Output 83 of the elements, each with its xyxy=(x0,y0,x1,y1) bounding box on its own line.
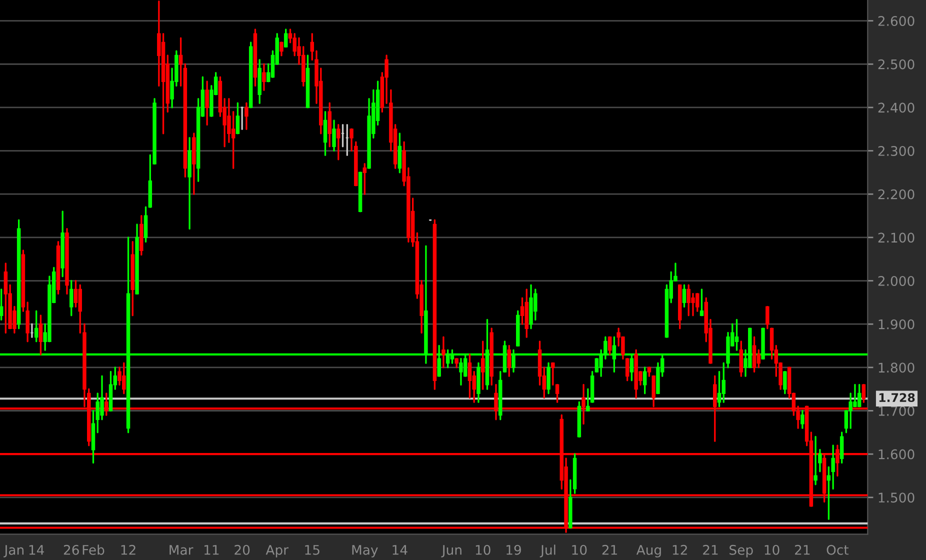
x-tick-label: 14 xyxy=(392,545,408,555)
candlestick xyxy=(398,132,402,174)
x-tick-label: Apr xyxy=(266,545,289,558)
candlestick xyxy=(770,328,774,360)
candlestick xyxy=(332,120,336,152)
x-tick-label: Sep xyxy=(730,544,753,558)
candlestick xyxy=(857,384,862,408)
candlestick xyxy=(328,102,332,148)
x-tick-label: Aug xyxy=(636,545,661,558)
y-tick-label: 2.500 xyxy=(878,59,914,70)
x-tick-label: 12 xyxy=(121,544,136,555)
x-tick-label: 21 xyxy=(602,544,617,555)
x-tick-label: Oct xyxy=(826,544,849,555)
y-tick-label: 1.800 xyxy=(878,362,914,373)
candlestick xyxy=(205,80,209,126)
candlestick xyxy=(178,37,183,87)
y-tick-label: 1.500 xyxy=(878,492,914,503)
candlestick xyxy=(739,340,744,377)
x-tick-label: Jun xyxy=(441,545,462,558)
y-tick-label: 2.600 xyxy=(878,16,914,26)
candlestick xyxy=(756,349,761,368)
candlestick xyxy=(766,306,770,330)
x-tick-label: 19 xyxy=(506,544,521,555)
candlestick xyxy=(783,370,787,394)
candlestick xyxy=(459,358,463,386)
x-tick-label: 11 xyxy=(204,545,219,555)
candlestick xyxy=(38,314,43,356)
x-tick-label: 14 xyxy=(29,545,44,555)
candlestick xyxy=(800,410,804,429)
candlestick xyxy=(862,384,866,403)
y-tick-label: 2.400 xyxy=(878,102,914,113)
x-tick-label: 10 xyxy=(764,544,780,555)
candlestick xyxy=(0,288,4,321)
ref-line-label: 1.728 xyxy=(879,393,915,402)
x-tick-label: May xyxy=(352,545,378,558)
candlestick xyxy=(507,344,511,377)
candlestick xyxy=(717,370,722,408)
x-tick-label: 10 xyxy=(572,544,587,555)
candlestick xyxy=(262,63,266,91)
candlestick xyxy=(323,110,328,156)
y-tick-label: 1.900 xyxy=(878,319,914,330)
candlestick xyxy=(700,288,704,316)
candlestick xyxy=(336,124,340,160)
x-tick-label: 26 xyxy=(64,544,79,555)
candlestick xyxy=(546,362,550,394)
x-tick-label: 15 xyxy=(305,545,320,555)
candlestick xyxy=(555,384,560,403)
x-tick-label: Feb xyxy=(82,544,104,555)
candlestick xyxy=(840,432,844,464)
candlestick xyxy=(4,262,8,334)
candlestick xyxy=(280,42,284,56)
candlestick xyxy=(244,102,248,130)
candlestick xyxy=(468,354,472,399)
candlestick xyxy=(144,206,148,243)
x-tick-label: Mar xyxy=(170,545,194,555)
x-tick-label: 12 xyxy=(672,544,687,555)
candlestick xyxy=(682,284,686,308)
y-tick-label: 2.200 xyxy=(878,189,914,200)
candlestick xyxy=(625,358,630,382)
candlestick xyxy=(608,336,612,356)
y-tick-label: 2.000 xyxy=(878,276,914,286)
x-tick-label: Jan xyxy=(4,545,24,558)
candlestick xyxy=(236,102,240,134)
candlestick xyxy=(69,280,74,316)
candlestick xyxy=(480,340,485,390)
x-tick-label: Jul xyxy=(540,544,556,558)
candlestick xyxy=(734,318,739,351)
candlestick xyxy=(74,280,78,308)
y-tick-label: 1.600 xyxy=(878,449,914,460)
x-tick-label: 20 xyxy=(234,544,250,555)
candlestick xyxy=(551,362,555,386)
candlestick xyxy=(284,28,288,48)
y-tick-label: 2.300 xyxy=(878,146,914,156)
candlestick xyxy=(752,336,756,373)
candlestick xyxy=(34,310,38,342)
x-tick-label: 21 xyxy=(795,544,810,555)
candlestick xyxy=(442,336,446,368)
candlestick xyxy=(520,297,524,325)
x-tick-label: 21 xyxy=(703,544,718,555)
candlestick xyxy=(362,162,367,195)
x-tick-label: 10 xyxy=(476,544,490,555)
candlestick xyxy=(642,366,647,394)
y-tick-label: 2.100 xyxy=(878,232,914,243)
